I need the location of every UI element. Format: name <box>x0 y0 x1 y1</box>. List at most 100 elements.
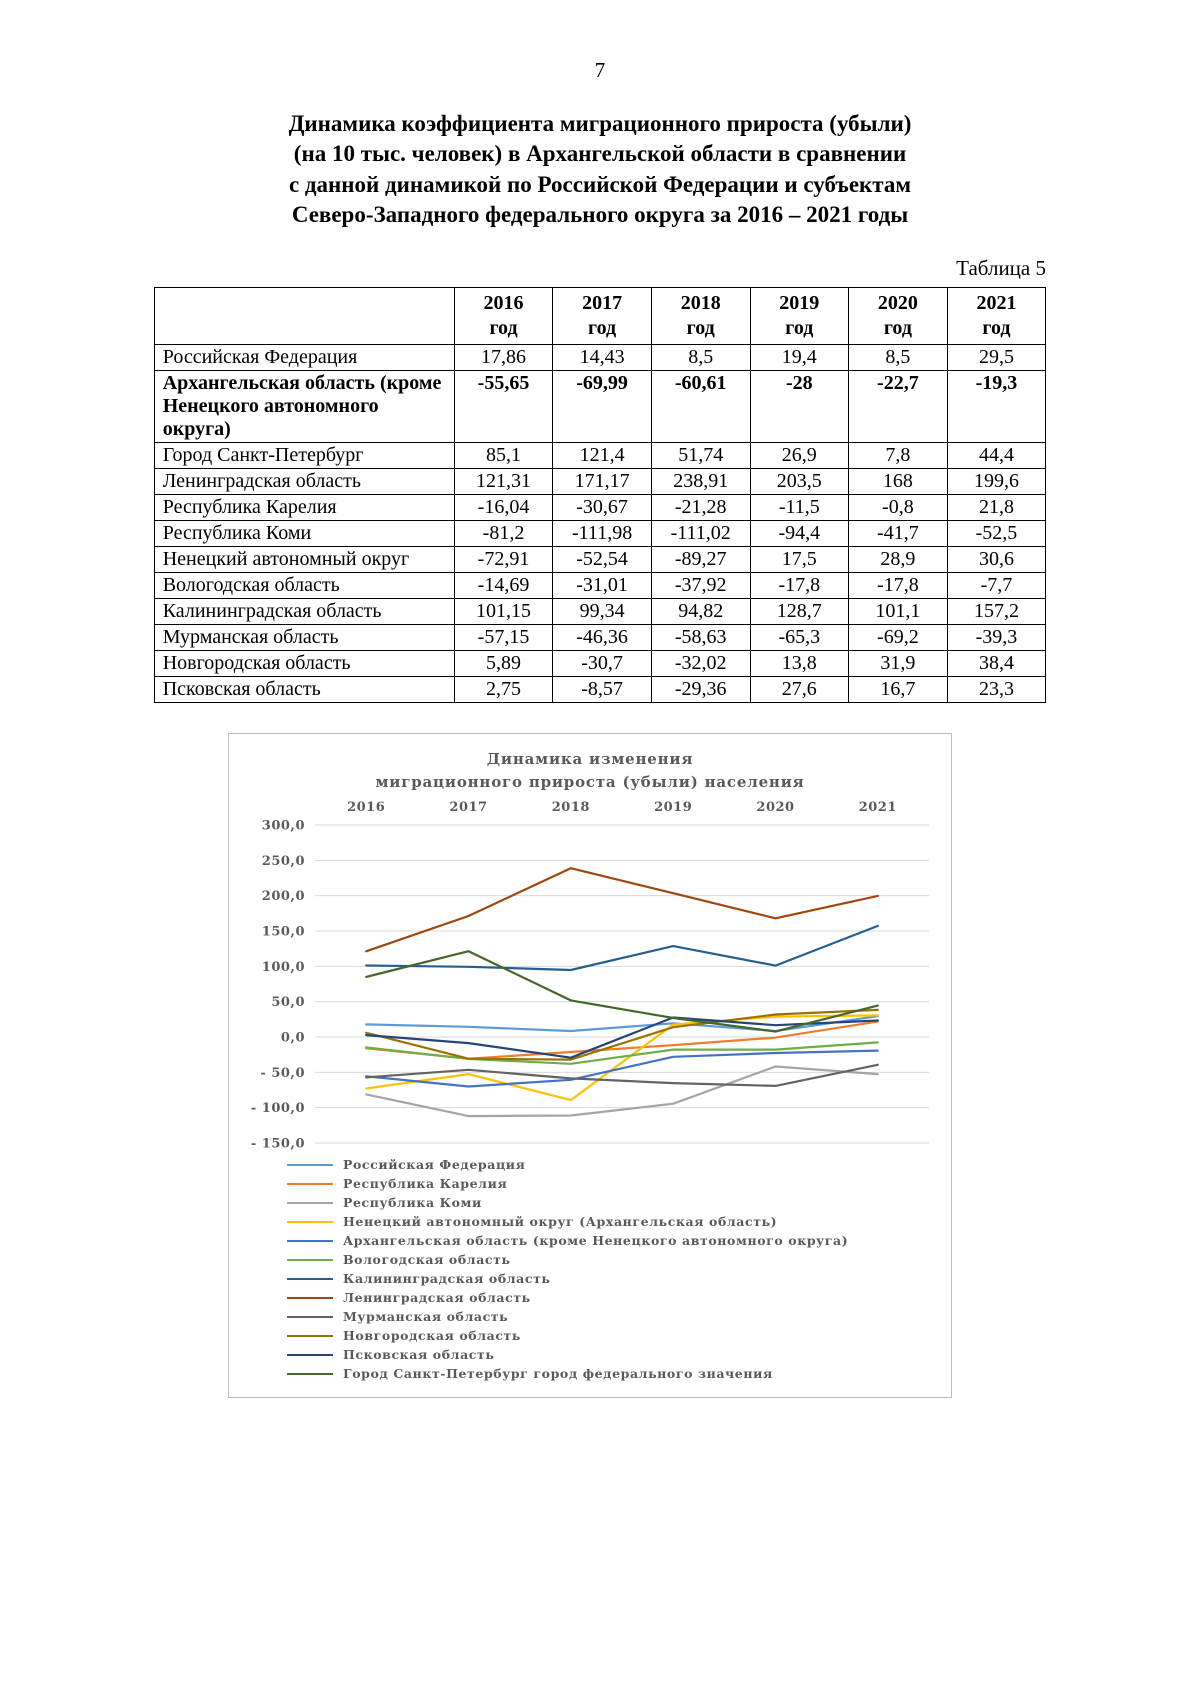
year-header: 2017 год <box>552 287 652 346</box>
legend-label: Ленинградская область <box>343 1290 531 1306</box>
y-tick-label: 250,0 <box>262 854 305 869</box>
series-line <box>365 1049 879 1089</box>
value-cell: -22,7 <box>848 370 948 444</box>
series-line <box>365 1014 879 1102</box>
series-line <box>365 1041 879 1066</box>
y-tick-label: - 100,0 <box>251 1102 305 1117</box>
value-cell: 94,82 <box>650 598 751 626</box>
table-row: Город Санкт-Петербург 85,1 121,4 51,74 26,9 7… <box>153 442 1047 470</box>
value-cell: -52,5 <box>946 520 1047 548</box>
value-cell: 29,5 <box>946 344 1047 372</box>
table-row: Республика Коми -81,2 -111,98 -111,02 -94,4-… <box>153 520 1047 548</box>
legend-label: Вологодская область <box>343 1252 511 1268</box>
value-cell: -37,92 <box>650 572 751 600</box>
legend-line-swatch <box>287 1296 333 1299</box>
value-cell: 203,5 <box>749 468 850 496</box>
legend-label: Мурманская область <box>343 1309 509 1325</box>
y-tick-label: - 150,0 <box>251 1137 305 1152</box>
x-tick-label: 2020 <box>756 800 794 815</box>
chart-title-line: миграционного прироста (убыли) населения <box>375 772 805 791</box>
series-line <box>365 1064 879 1088</box>
table-row: Мурманская область -57,15 -46,36 -58,63 -65,… <box>153 624 1047 652</box>
value-cell: -89,27 <box>650 546 751 574</box>
x-tick-label: 2017 <box>449 800 487 815</box>
value-cell: -111,02 <box>650 520 751 548</box>
value-cell: 28,9 <box>848 546 948 574</box>
value-cell: -94,4 <box>749 520 850 548</box>
value-cell: 2,75 <box>453 676 554 704</box>
region-label: Новгородская область <box>153 650 455 678</box>
series-line <box>365 1015 879 1033</box>
y-tick-label: 200,0 <box>262 890 305 905</box>
page-number: 7 <box>594 58 606 82</box>
value-cell: 23,3 <box>946 676 1047 704</box>
value-cell: -29,36 <box>650 676 751 704</box>
legend-label: Город Санкт-Петербург город федерального… <box>343 1366 773 1382</box>
region-label: Республика Коми <box>153 520 455 548</box>
legend-item: Псковская область <box>287 1345 951 1364</box>
value-cell: 85,1 <box>453 442 554 470</box>
x-tick-label: 2021 <box>859 800 897 815</box>
title-line: Северо-Западного федерального округа за … <box>291 202 909 228</box>
value-cell: -17,8 <box>749 572 850 600</box>
value-cell: 199,6 <box>946 468 1047 496</box>
legend-item: Вологодская область <box>287 1250 951 1269</box>
value-cell: 5,89 <box>453 650 554 678</box>
value-cell: 26,9 <box>749 442 850 470</box>
value-cell: -16,04 <box>453 494 554 522</box>
region-label: Псковская область <box>153 676 455 704</box>
region-label: Город Санкт-Петербург <box>153 442 455 470</box>
value-cell: -14,69 <box>453 572 554 600</box>
x-tick-label: 2018 <box>552 800 590 815</box>
table-caption: Таблица 5 <box>956 256 1046 281</box>
value-cell: 171,17 <box>552 468 652 496</box>
x-tick-label: 2019 <box>654 800 692 815</box>
value-cell: 121,4 <box>552 442 652 470</box>
legend-item: Архангельская область (кроме Ненецкого а… <box>287 1231 951 1250</box>
legend-label: Псковская область <box>343 1347 495 1363</box>
value-cell: 51,74 <box>650 442 751 470</box>
table-row: Ненецкий автономный округ -72,91 -52,54 -89… <box>153 546 1047 574</box>
value-cell: -39,3 <box>946 624 1047 652</box>
legend-item: Ленинградская область <box>287 1288 951 1307</box>
legend-label: Калининградская область <box>343 1271 551 1287</box>
legend-label: Новгородская область <box>343 1328 521 1344</box>
value-cell: 16,7 <box>848 676 948 704</box>
region-label: Мурманская область <box>153 624 455 652</box>
y-tick-label: 300,0 <box>262 819 305 834</box>
title-line: Динамика коэффициента миграционного прир… <box>288 111 912 136</box>
value-cell: 101,1 <box>848 598 948 626</box>
legend-label: Ненецкий автономный округ (Архангельская… <box>343 1214 778 1230</box>
y-tick-label: 50,0 <box>271 996 305 1011</box>
corner-header-cell <box>153 287 455 346</box>
value-cell: -17,8 <box>848 572 948 600</box>
value-cell: 31,9 <box>848 650 948 678</box>
value-cell: -32,02 <box>650 650 751 678</box>
table-header-row: 2016 год 2017 год 2018 год 2019 год 2020 год 2021 г… <box>153 287 1047 346</box>
value-cell: -55,65 <box>453 370 554 444</box>
migration-table: 2016 год 2017 год 2018 год 2019 год 2020 год 2021 г… <box>153 287 1047 704</box>
legend-item: Республика Карелия <box>287 1174 951 1193</box>
legend-line-swatch <box>287 1182 333 1185</box>
legend-label: Архангельская область (кроме Ненецкого а… <box>343 1233 849 1249</box>
value-cell: -46,36 <box>552 624 652 652</box>
series-line <box>365 867 879 953</box>
table-row: Российская Федерация 17,86 14,43 8,5 19,4 8,5… <box>153 344 1047 372</box>
year-header: 2019 год <box>749 287 850 346</box>
value-cell: -81,2 <box>453 520 554 548</box>
value-cell: 99,34 <box>552 598 652 626</box>
value-cell: 38,4 <box>946 650 1047 678</box>
chart-title: Динамика изменения миграционного прирост… <box>229 748 951 793</box>
value-cell: 17,5 <box>749 546 850 574</box>
title-line: с данной динамикой по Российской Федерац… <box>288 171 912 197</box>
value-cell: 121,31 <box>453 468 554 496</box>
legend-item: Ненецкий автономный округ (Архангельская… <box>287 1212 951 1231</box>
document-title: Динамика коэффициента миграционного прир… <box>0 109 1200 230</box>
table-row: Республика Карелия -16,04 -30,67 -21,28 -11,… <box>153 494 1047 522</box>
legend-line-swatch <box>287 1239 333 1242</box>
value-cell: -28 <box>749 370 850 444</box>
value-cell: -58,63 <box>650 624 751 652</box>
value-cell: 128,7 <box>749 598 850 626</box>
y-tick-label: 150,0 <box>262 925 305 940</box>
